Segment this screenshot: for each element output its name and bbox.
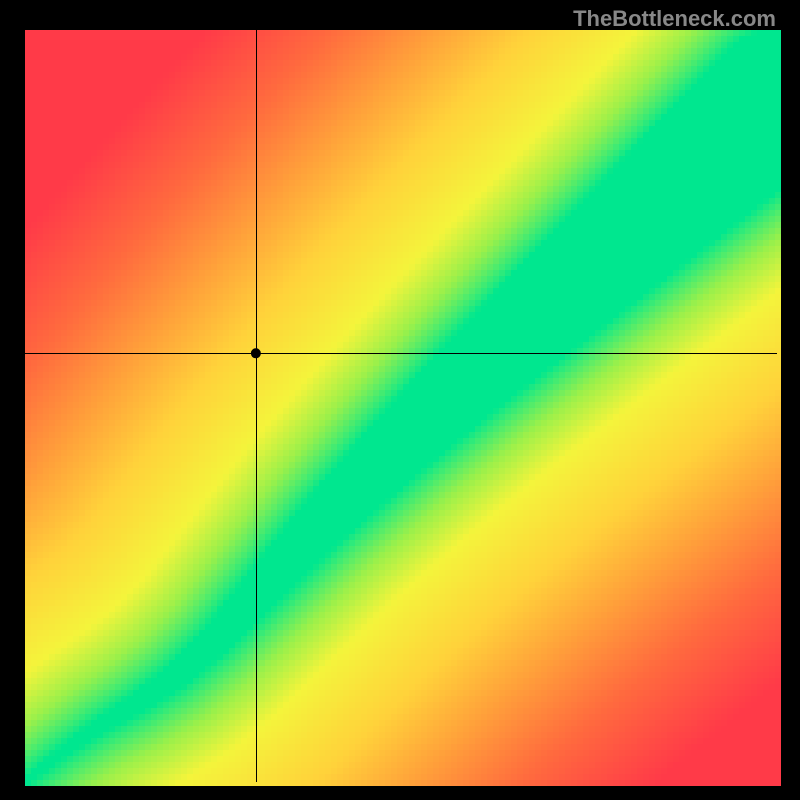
watermark-text: TheBottleneck.com: [573, 6, 776, 32]
bottleneck-heatmap: [0, 0, 800, 800]
